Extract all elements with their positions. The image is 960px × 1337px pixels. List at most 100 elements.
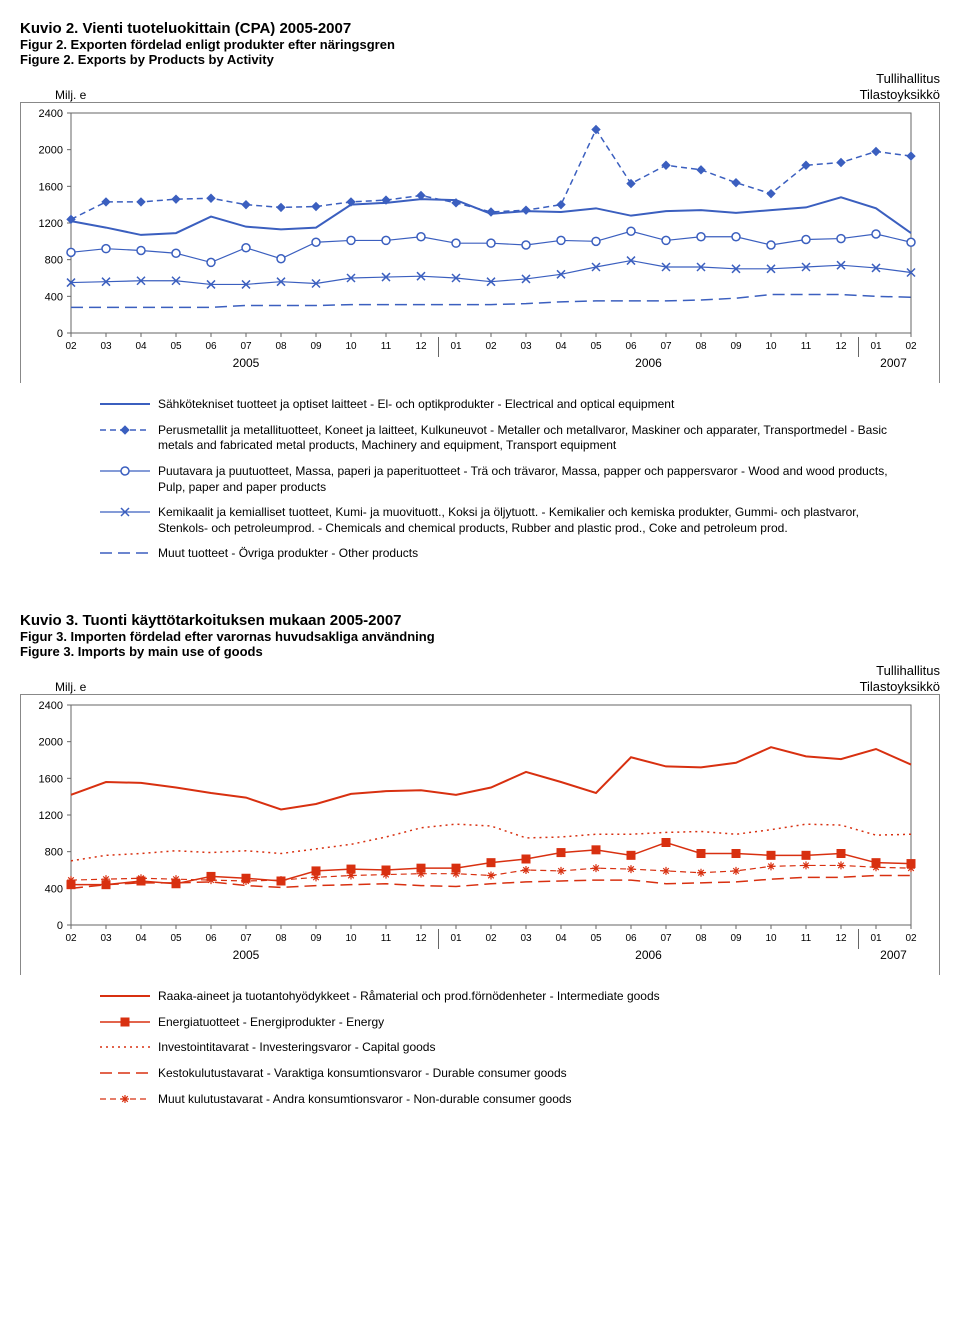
svg-text:09: 09	[730, 341, 742, 352]
legend-item: Investointitavarat - Investeringsvaror -…	[100, 1040, 900, 1056]
svg-text:04: 04	[555, 341, 567, 352]
legend-swatch	[100, 423, 150, 437]
svg-text:11: 11	[381, 341, 392, 352]
chart-2-legend: Raaka-aineet ja tuotantohyödykkeet - Råm…	[100, 989, 900, 1107]
svg-text:2007: 2007	[880, 356, 907, 370]
svg-text:02: 02	[485, 341, 497, 352]
legend-text: Energiatuotteet - Energiprodukter - Ener…	[158, 1015, 900, 1031]
svg-text:07: 07	[240, 933, 252, 944]
svg-text:2006: 2006	[635, 948, 662, 962]
svg-text:02: 02	[905, 933, 917, 944]
svg-text:11: 11	[801, 933, 812, 944]
svg-text:02: 02	[485, 933, 497, 944]
svg-text:1200: 1200	[39, 218, 63, 230]
svg-text:01: 01	[870, 933, 882, 944]
legend-item: Sähkötekniset tuotteet ja optiset laitte…	[100, 397, 900, 413]
svg-text:04: 04	[135, 341, 147, 352]
svg-text:05: 05	[590, 341, 602, 352]
chart-2-svg: 0400800120016002000240002030405060708091…	[21, 695, 921, 975]
legend-item: Perusmetallit ja metallituotteet, Koneet…	[100, 423, 900, 454]
svg-text:2006: 2006	[635, 356, 662, 370]
svg-text:03: 03	[520, 933, 532, 944]
legend-item: Energiatuotteet - Energiprodukter - Ener…	[100, 1015, 900, 1031]
chart-1-plot-area: 0400800120016002000240002030405060708091…	[20, 102, 940, 383]
svg-text:2000: 2000	[39, 737, 63, 749]
svg-text:06: 06	[625, 341, 637, 352]
legend-item: Kemikaalit ja kemialliset tuotteet, Kumi…	[100, 505, 900, 536]
chart-2-source: Tullihallitus Tilastoyksikkö	[860, 663, 940, 694]
svg-text:01: 01	[450, 341, 462, 352]
svg-text:09: 09	[730, 933, 742, 944]
legend-swatch	[100, 1092, 150, 1106]
chart-2-title-sub1: Figur 3. Importen fördelad efter varorna…	[20, 629, 940, 644]
legend-swatch	[100, 505, 150, 519]
chart-2-header-row: Milj. e Tullihallitus Tilastoyksikkö	[20, 663, 940, 694]
svg-text:800: 800	[45, 255, 63, 267]
svg-text:800: 800	[45, 847, 63, 859]
svg-text:08: 08	[275, 933, 287, 944]
chart-2-block: Kuvio 3. Tuonti käyttötarkoituksen mukaa…	[20, 612, 940, 1107]
svg-text:10: 10	[345, 933, 357, 944]
chart-1-title-sub1: Figur 2. Exporten fördelad enligt produk…	[20, 37, 940, 52]
legend-text: Puutavara ja puutuotteet, Massa, paperi …	[158, 464, 900, 495]
chart-2-titles: Kuvio 3. Tuonti käyttötarkoituksen mukaa…	[20, 612, 940, 659]
chart-2-plot-area: 0400800120016002000240002030405060708091…	[20, 694, 940, 975]
svg-text:400: 400	[45, 292, 63, 304]
svg-text:03: 03	[520, 341, 532, 352]
chart-1-block: Kuvio 2. Vienti tuoteluokittain (CPA) 20…	[20, 20, 940, 562]
svg-text:07: 07	[660, 933, 672, 944]
legend-text: Kestokulutustavarat - Varaktiga konsumti…	[158, 1066, 900, 1082]
legend-text: Perusmetallit ja metallituotteet, Koneet…	[158, 423, 900, 454]
svg-text:2400: 2400	[39, 700, 63, 712]
legend-item: Muut kulutustavarat - Andra konsumtionsv…	[100, 1092, 900, 1108]
chart-1-legend: Sähkötekniset tuotteet ja optiset laitte…	[100, 397, 900, 562]
svg-text:07: 07	[240, 341, 252, 352]
svg-text:2005: 2005	[233, 948, 260, 962]
svg-text:07: 07	[660, 341, 672, 352]
svg-text:09: 09	[310, 933, 322, 944]
svg-text:01: 01	[870, 341, 882, 352]
legend-swatch	[100, 989, 150, 1003]
chart-2-title-main: Kuvio 3. Tuonti käyttötarkoituksen mukaa…	[20, 612, 940, 629]
svg-text:05: 05	[590, 933, 602, 944]
chart-1-title-main: Kuvio 2. Vienti tuoteluokittain (CPA) 20…	[20, 20, 940, 37]
legend-item: Muut tuotteet - Övriga produkter - Other…	[100, 546, 900, 562]
legend-swatch	[100, 546, 150, 560]
chart-1-ylabel: Milj. e	[55, 88, 86, 102]
svg-text:10: 10	[345, 341, 357, 352]
legend-swatch	[100, 464, 150, 478]
svg-text:05: 05	[170, 341, 182, 352]
svg-text:02: 02	[65, 341, 77, 352]
legend-swatch	[100, 1040, 150, 1054]
chart-1-title-sub2: Figure 2. Exports by Products by Activit…	[20, 52, 940, 67]
svg-text:0: 0	[57, 920, 63, 932]
svg-text:08: 08	[695, 933, 707, 944]
legend-text: Kemikaalit ja kemialliset tuotteet, Kumi…	[158, 505, 900, 536]
svg-text:03: 03	[100, 933, 112, 944]
svg-text:10: 10	[765, 933, 777, 944]
legend-text: Sähkötekniset tuotteet ja optiset laitte…	[158, 397, 900, 413]
chart-1-titles: Kuvio 2. Vienti tuoteluokittain (CPA) 20…	[20, 20, 940, 67]
legend-text: Muut tuotteet - Övriga produkter - Other…	[158, 546, 900, 562]
chart-2-source-1: Tullihallitus	[860, 663, 940, 679]
legend-swatch	[100, 397, 150, 411]
svg-text:11: 11	[381, 933, 392, 944]
svg-text:12: 12	[415, 933, 427, 944]
legend-item: Puutavara ja puutuotteet, Massa, paperi …	[100, 464, 900, 495]
svg-text:400: 400	[45, 883, 63, 895]
legend-text: Muut kulutustavarat - Andra konsumtionsv…	[158, 1092, 900, 1108]
chart-1-source: Tullihallitus Tilastoyksikkö	[860, 71, 940, 102]
svg-text:12: 12	[835, 341, 847, 352]
svg-text:08: 08	[695, 341, 707, 352]
svg-text:0: 0	[57, 328, 63, 340]
svg-text:12: 12	[415, 341, 427, 352]
chart-1-source-2: Tilastoyksikkö	[860, 87, 940, 103]
chart-2-title-sub2: Figure 3. Imports by main use of goods	[20, 644, 940, 659]
svg-text:06: 06	[205, 933, 217, 944]
legend-text: Investointitavarat - Investeringsvaror -…	[158, 1040, 900, 1056]
svg-text:02: 02	[65, 933, 77, 944]
chart-1-source-1: Tullihallitus	[860, 71, 940, 87]
svg-text:05: 05	[170, 933, 182, 944]
chart-2-source-2: Tilastoyksikkö	[860, 679, 940, 695]
chart-2-ylabel: Milj. e	[55, 680, 86, 694]
